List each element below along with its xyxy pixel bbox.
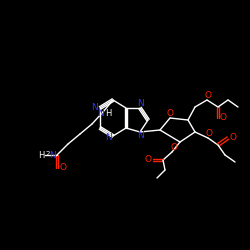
Text: 2: 2 — [46, 151, 50, 157]
Text: N: N — [104, 132, 112, 141]
Text: N: N — [96, 110, 103, 118]
Text: O: O — [60, 164, 66, 172]
Text: O: O — [166, 108, 173, 118]
Text: N: N — [50, 150, 56, 160]
Text: O: O — [206, 128, 212, 138]
Text: H: H — [38, 150, 44, 160]
Text: O: O — [170, 144, 177, 152]
Text: O: O — [144, 154, 152, 164]
Text: O: O — [230, 134, 236, 142]
Text: N: N — [138, 100, 144, 108]
Text: O: O — [204, 90, 212, 100]
Text: O: O — [220, 114, 226, 122]
Text: N: N — [138, 132, 144, 140]
Text: H: H — [105, 110, 111, 118]
Text: N: N — [92, 102, 98, 112]
